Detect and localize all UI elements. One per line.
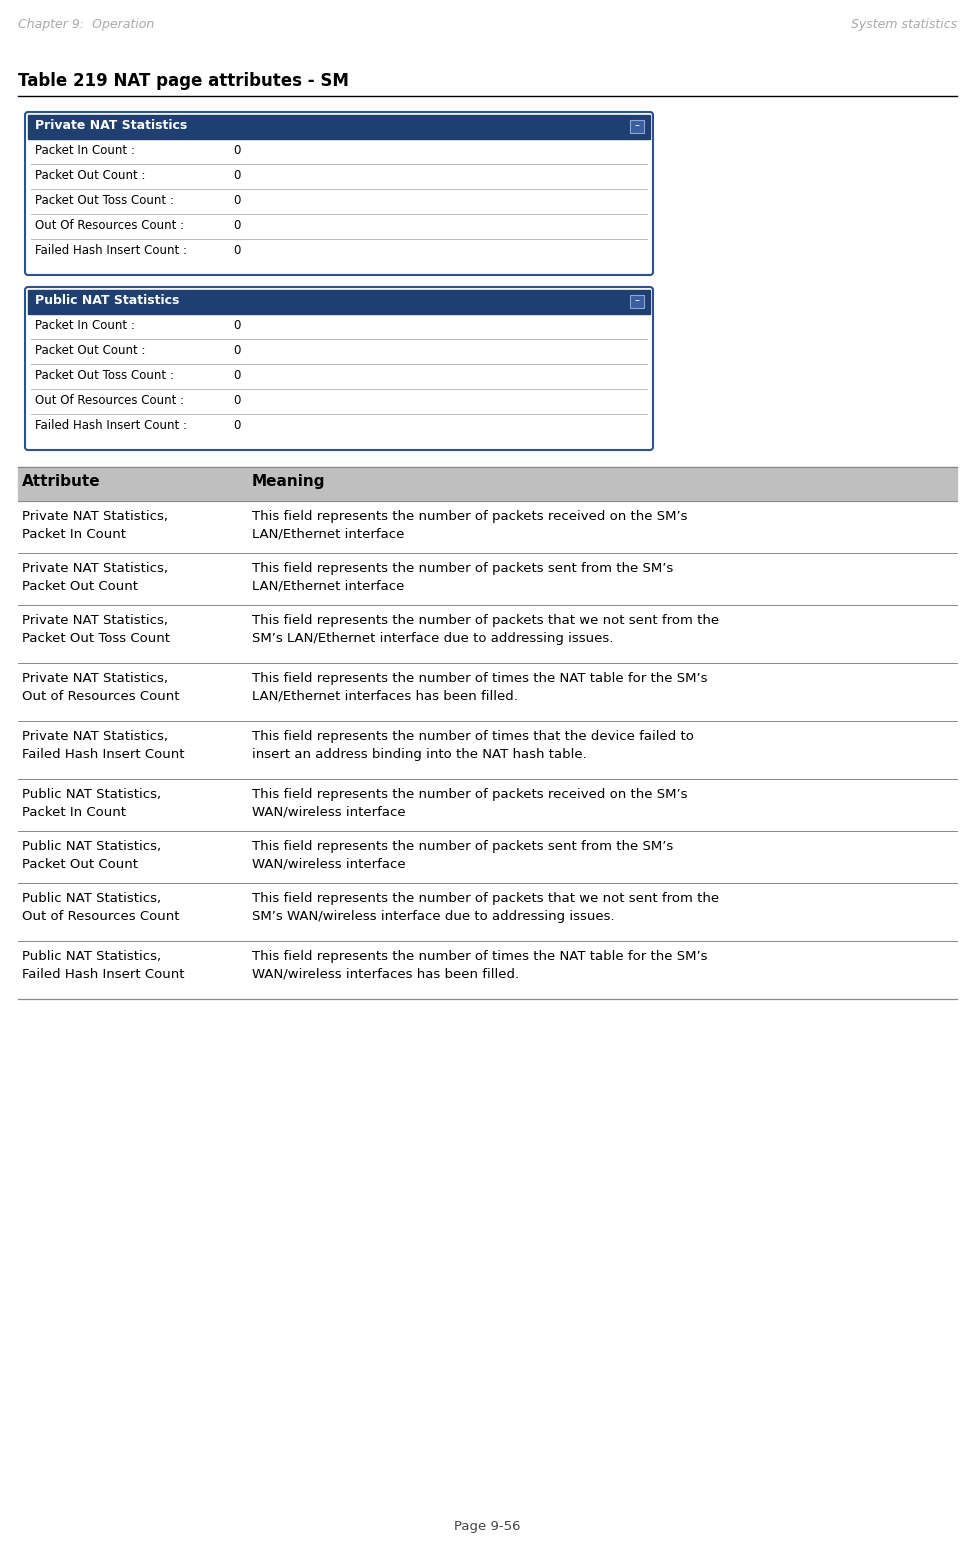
Text: Table 219 NAT page attributes - SM: Table 219 NAT page attributes - SM bbox=[18, 72, 349, 90]
Text: Out Of Resources Count :: Out Of Resources Count : bbox=[35, 394, 184, 408]
Text: –: – bbox=[635, 296, 640, 305]
Bar bbox=[18, 467, 957, 501]
Text: –: – bbox=[635, 120, 640, 131]
Text: 0: 0 bbox=[233, 145, 241, 157]
Text: Private NAT Statistics,
Packet Out Count: Private NAT Statistics, Packet Out Count bbox=[22, 562, 168, 593]
Text: Attribute: Attribute bbox=[22, 475, 100, 489]
Text: Packet In Count :: Packet In Count : bbox=[35, 319, 135, 331]
Bar bbox=[630, 296, 644, 308]
Text: 0: 0 bbox=[233, 244, 241, 257]
Bar bbox=[28, 289, 650, 314]
Text: This field represents the number of times the NAT table for the SM’s
LAN/Etherne: This field represents the number of time… bbox=[252, 672, 708, 702]
Text: This field represents the number of packets sent from the SM’s
LAN/Ethernet inte: This field represents the number of pack… bbox=[252, 562, 674, 593]
Text: Chapter 9:  Operation: Chapter 9: Operation bbox=[18, 19, 154, 31]
Text: Public NAT Statistics: Public NAT Statistics bbox=[35, 294, 179, 307]
Text: This field represents the number of packets sent from the SM’s
WAN/wireless inte: This field represents the number of pack… bbox=[252, 840, 674, 870]
Text: 0: 0 bbox=[233, 344, 241, 356]
Text: Out Of Resources Count :: Out Of Resources Count : bbox=[35, 219, 184, 232]
Text: 0: 0 bbox=[233, 394, 241, 408]
Text: Private NAT Statistics,
Failed Hash Insert Count: Private NAT Statistics, Failed Hash Inse… bbox=[22, 730, 184, 761]
Text: Meaning: Meaning bbox=[252, 475, 326, 489]
Text: Packet Out Count :: Packet Out Count : bbox=[35, 170, 145, 182]
Text: Packet Out Toss Count :: Packet Out Toss Count : bbox=[35, 194, 174, 207]
Text: 0: 0 bbox=[233, 194, 241, 207]
Text: 0: 0 bbox=[233, 319, 241, 331]
Text: Failed Hash Insert Count :: Failed Hash Insert Count : bbox=[35, 419, 187, 433]
Text: 0: 0 bbox=[233, 369, 241, 383]
Text: 0: 0 bbox=[233, 170, 241, 182]
FancyBboxPatch shape bbox=[25, 286, 653, 450]
Text: Packet Out Count :: Packet Out Count : bbox=[35, 344, 145, 356]
Text: This field represents the number of packets that we not sent from the
SM’s WAN/w: This field represents the number of pack… bbox=[252, 892, 720, 923]
Text: Public NAT Statistics,
Out of Resources Count: Public NAT Statistics, Out of Resources … bbox=[22, 892, 179, 923]
Text: This field represents the number of packets received on the SM’s
LAN/Ethernet in: This field represents the number of pack… bbox=[252, 510, 687, 540]
Text: Private NAT Statistics: Private NAT Statistics bbox=[35, 118, 187, 132]
Text: Public NAT Statistics,
Packet In Count: Public NAT Statistics, Packet In Count bbox=[22, 787, 161, 818]
Text: This field represents the number of packets that we not sent from the
SM’s LAN/E: This field represents the number of pack… bbox=[252, 615, 720, 644]
Bar bbox=[630, 120, 644, 132]
Text: 0: 0 bbox=[233, 419, 241, 433]
Text: Page 9-56: Page 9-56 bbox=[453, 1520, 521, 1533]
Text: This field represents the number of packets received on the SM’s
WAN/wireless in: This field represents the number of pack… bbox=[252, 787, 687, 818]
Text: Private NAT Statistics,
Packet In Count: Private NAT Statistics, Packet In Count bbox=[22, 510, 168, 540]
Text: System statistics: System statistics bbox=[851, 19, 957, 31]
Text: Public NAT Statistics,
Packet Out Count: Public NAT Statistics, Packet Out Count bbox=[22, 840, 161, 870]
Text: 0: 0 bbox=[233, 219, 241, 232]
Text: This field represents the number of times the NAT table for the SM’s
WAN/wireles: This field represents the number of time… bbox=[252, 951, 708, 980]
FancyBboxPatch shape bbox=[25, 112, 653, 275]
Text: Packet Out Toss Count :: Packet Out Toss Count : bbox=[35, 369, 174, 383]
Bar bbox=[28, 115, 650, 138]
Text: Failed Hash Insert Count :: Failed Hash Insert Count : bbox=[35, 244, 187, 257]
Text: Private NAT Statistics,
Packet Out Toss Count: Private NAT Statistics, Packet Out Toss … bbox=[22, 615, 170, 644]
Text: This field represents the number of times that the device failed to
insert an ad: This field represents the number of time… bbox=[252, 730, 694, 761]
Text: Public NAT Statistics,
Failed Hash Insert Count: Public NAT Statistics, Failed Hash Inser… bbox=[22, 951, 184, 980]
Text: Private NAT Statistics,
Out of Resources Count: Private NAT Statistics, Out of Resources… bbox=[22, 672, 179, 702]
Text: Packet In Count :: Packet In Count : bbox=[35, 145, 135, 157]
